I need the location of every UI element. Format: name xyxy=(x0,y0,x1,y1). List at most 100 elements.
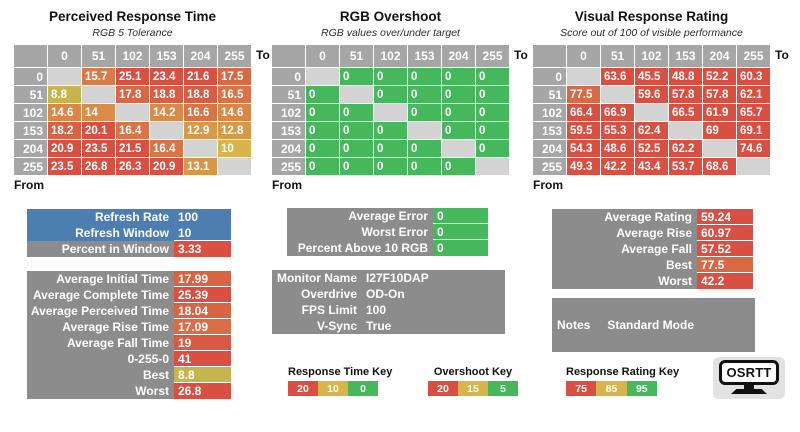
heatmap-cell: 0 xyxy=(476,86,509,103)
heatmap-cell: 52.2 xyxy=(703,68,736,85)
stat-label: 0-255-0 xyxy=(127,352,169,366)
stat-label: Average Complete Time xyxy=(32,288,169,302)
col-header-cell: 204 xyxy=(184,45,217,67)
heatmap-blank-cell xyxy=(374,104,407,121)
axis-from-label: From xyxy=(14,178,44,192)
stat-label: Average Initial Time xyxy=(56,272,169,286)
stat-row: Average Initial Time 17.99 xyxy=(27,271,231,287)
heatmap-cell: 0 xyxy=(340,158,373,175)
stat-value: 3.33 xyxy=(174,241,231,257)
stat-value: 8.8 xyxy=(174,367,231,383)
key-swatch: 5 xyxy=(488,381,518,396)
heatmap-cell: 45.5 xyxy=(635,68,668,85)
col-header-cell: 153 xyxy=(669,45,702,67)
stat-value: 0 xyxy=(433,208,488,224)
stat-label: FPS Limit xyxy=(301,303,357,317)
heatmap-cell: 77.5 xyxy=(567,86,600,103)
axis-to-label: To xyxy=(775,48,789,62)
key-title: Overshoot Key xyxy=(433,366,513,378)
heatmap-cell: 0 xyxy=(306,158,339,175)
heatmap-cell: 69 xyxy=(703,122,736,139)
heatmap-blank-cell xyxy=(635,104,668,121)
heatmap-cell: 68.6 xyxy=(703,158,736,175)
stat-row: V-Sync True xyxy=(272,318,505,334)
error-stats-panel: Average Error 0 Worst Error 0 Percent Above … xyxy=(287,208,488,256)
heatmap-blank-cell xyxy=(306,68,339,85)
monitor-stand-neck xyxy=(744,385,754,389)
row-header-cell: 0 xyxy=(533,68,566,85)
heatmap-cell: 17.5 xyxy=(218,68,251,85)
heatmap-cell: 57.8 xyxy=(703,86,736,103)
heatmap-blank-cell xyxy=(150,122,183,139)
heatmap-response-time: Perceived Response Time RGB 5 Tolerance … xyxy=(14,8,270,192)
stat-value: 25.39 xyxy=(174,287,231,303)
heatmap-cell: 16.4 xyxy=(116,122,149,139)
row-header-cell: 204 xyxy=(533,140,566,157)
response-rating-key: Response Rating Key 75 85 95 xyxy=(566,366,679,396)
heatmap-cell: 59.5 xyxy=(567,122,600,139)
heatmap-cell: 0 xyxy=(408,158,441,175)
axis-to-label: To xyxy=(256,48,270,62)
heatmap-cell: 8.8 xyxy=(48,86,81,103)
heatmap-subtitle: RGB values over/under target xyxy=(321,27,460,39)
heatmap-cell: 65.7 xyxy=(737,104,770,121)
heatmap-cell: 14.2 xyxy=(150,104,183,121)
stat-value: 77.5 xyxy=(697,257,753,273)
stat-label: Monitor Name xyxy=(276,271,357,285)
heatmap-cell: 26.8 xyxy=(82,158,115,175)
stat-row: Refresh Rate 100 xyxy=(27,209,231,225)
heatmap-subtitle: Score out of 100 of visible performance xyxy=(560,27,743,39)
heatmap-cell: 43.4 xyxy=(635,158,668,175)
stat-row: Average Complete Time 25.39 xyxy=(27,287,231,303)
stat-row: Percent Above 10 RGB 0 xyxy=(287,240,488,256)
stat-label: Percent Above 10 RGB xyxy=(297,241,428,255)
stat-label: Refresh Rate xyxy=(94,210,169,224)
stat-label: Overdrive xyxy=(300,287,357,301)
heatmap-cell: 14.6 xyxy=(218,104,251,121)
heatmap-cell: 0 xyxy=(306,140,339,157)
stat-row: Overdrive OD-On xyxy=(272,286,505,302)
heatmap-cell: 66.9 xyxy=(601,104,634,121)
stat-label: Average Fall Time xyxy=(66,336,169,350)
heatmap-blank-cell xyxy=(442,140,475,157)
col-header-cell: 204 xyxy=(703,45,736,67)
stat-label: Best xyxy=(665,258,692,272)
axis-from-label: From xyxy=(272,178,302,192)
heatmap-cell: 12.8 xyxy=(218,122,251,139)
heatmap-cell: 0 xyxy=(374,122,407,139)
rating-stats-panel: Average Rating 59.24 Average Rise 60.97 Aver… xyxy=(552,209,753,289)
heatmap-cell: 62.1 xyxy=(737,86,770,103)
stat-value: 60.97 xyxy=(697,225,753,241)
time-stats-panel: Average Initial Time 17.99 Average Complet… xyxy=(27,271,231,399)
heatmap-subtitle: RGB 5 Tolerance xyxy=(92,27,173,39)
osrtt-logo: OSRTT xyxy=(713,357,785,399)
heatmap-blank-cell xyxy=(82,86,115,103)
heatmap-cell: 16.6 xyxy=(184,104,217,121)
heatmap-cell: 0 xyxy=(408,86,441,103)
heatmap-blank-cell xyxy=(669,122,702,139)
heatmap-cell: 63.6 xyxy=(601,68,634,85)
col-header-cell: 102 xyxy=(635,45,668,67)
heatmap-grid: 0 51 102 153 204 255 0 0 0 0 0 0 51 0 0 0 0 0 102 0 0 0 0 0 153 0… xyxy=(272,45,509,175)
stat-row: FPS Limit 100 xyxy=(272,302,505,318)
heatmap-rating: Visual Response Rating Score out of 100 … xyxy=(533,8,789,192)
stat-label: Worst xyxy=(135,384,169,398)
heatmap-cell: 54.3 xyxy=(567,140,600,157)
heatmap-cell: 0 xyxy=(374,68,407,85)
monitor-icon: OSRTT xyxy=(719,360,779,385)
heatmap-cell: 0 xyxy=(442,158,475,175)
key-swatches: 20 10 0 xyxy=(288,381,378,396)
col-header-cell: 204 xyxy=(442,45,475,67)
heatmap-cell: 20.1 xyxy=(82,122,115,139)
key-swatch: 15 xyxy=(458,381,488,396)
monitor-stand-base xyxy=(731,389,767,394)
heatmap-cell: 10 xyxy=(218,140,251,157)
stat-label: Best xyxy=(142,368,169,382)
heatmap-cell: 21.5 xyxy=(116,140,149,157)
heatmap-cell: 0 xyxy=(408,68,441,85)
heatmap-blank-cell xyxy=(408,122,441,139)
key-swatches: 75 85 95 xyxy=(566,381,657,396)
heatmap-cell: 23.5 xyxy=(48,158,81,175)
col-header-cell: 0 xyxy=(306,45,339,67)
heatmap-cell: 49.3 xyxy=(567,158,600,175)
